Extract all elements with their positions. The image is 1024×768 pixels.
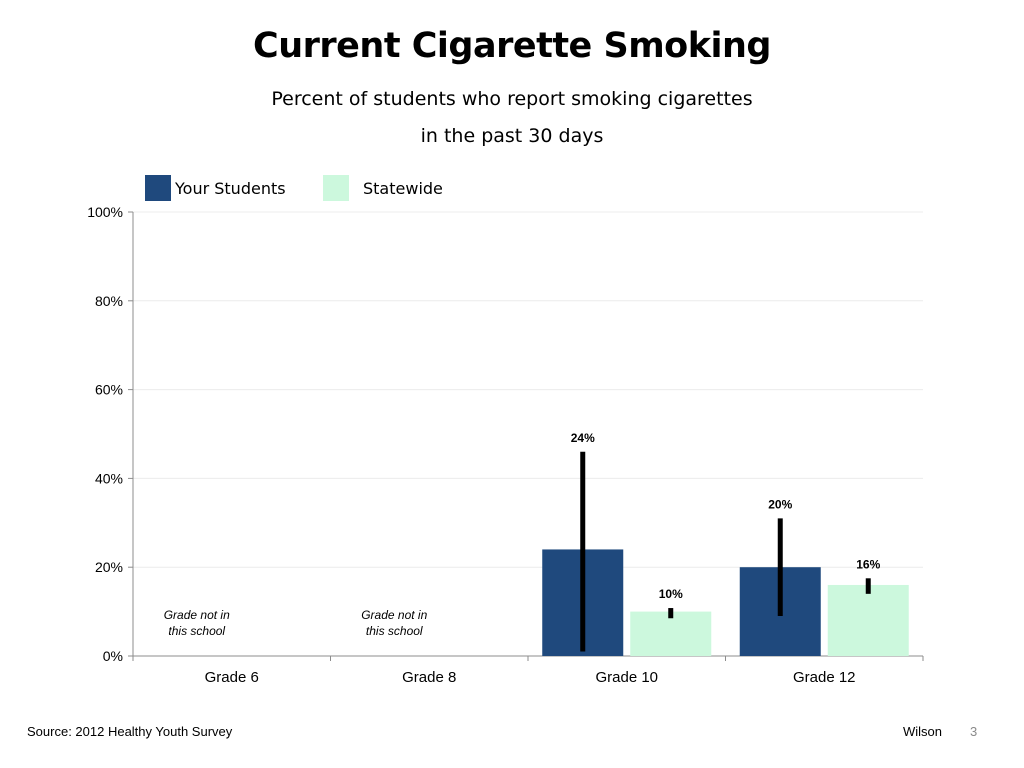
legend-swatch-statewide [323,175,349,201]
bar-statewide [827,584,909,656]
x-tick-label: Grade 12 [793,669,856,686]
chart-title: Current Cigarette Smoking [253,26,771,66]
grade-8-not-in-school-note: Grade not in this school [334,607,454,639]
x-tick-label: Grade 6 [205,669,259,686]
legend-label-statewide: Statewide [363,178,443,198]
x-tick-label: Grade 10 [595,669,658,686]
data-label: 24% [571,431,595,445]
x-tick-label: Grade 8 [402,669,456,686]
legend-item-your-students: Your Students [145,175,286,201]
data-label: 20% [768,497,792,511]
note-line: this school [168,624,226,638]
note-line: this school [365,624,423,638]
y-tick-label: 100% [87,204,123,220]
page-number: 3 [970,724,978,739]
y-tick-label: 0% [103,648,123,664]
data-label: 16% [856,557,880,571]
chart-subtitle-line-1: Percent of students who report smoking c… [271,88,753,110]
legend-swatch-your-students [145,175,171,201]
grade-6-not-in-school-note: Grade not in this school [137,607,257,639]
y-tick-label: 20% [95,559,123,575]
legend-label-your-students: Your Students [175,178,286,198]
note-line: Grade not in [361,608,428,622]
data-label: 10% [659,587,683,601]
legend-item-statewide: Statewide [323,175,443,201]
author-name: Wilson [903,724,943,739]
y-tick-label: 80% [95,293,123,309]
y-tick-label: 40% [95,470,123,486]
note-line: Grade not in [163,608,230,622]
bar-statewide [630,611,712,656]
source-note: Source: 2012 Healthy Youth Survey [27,724,233,739]
y-tick-label: 60% [95,382,123,398]
chart-subtitle-line-2: in the past 30 days [420,125,604,147]
